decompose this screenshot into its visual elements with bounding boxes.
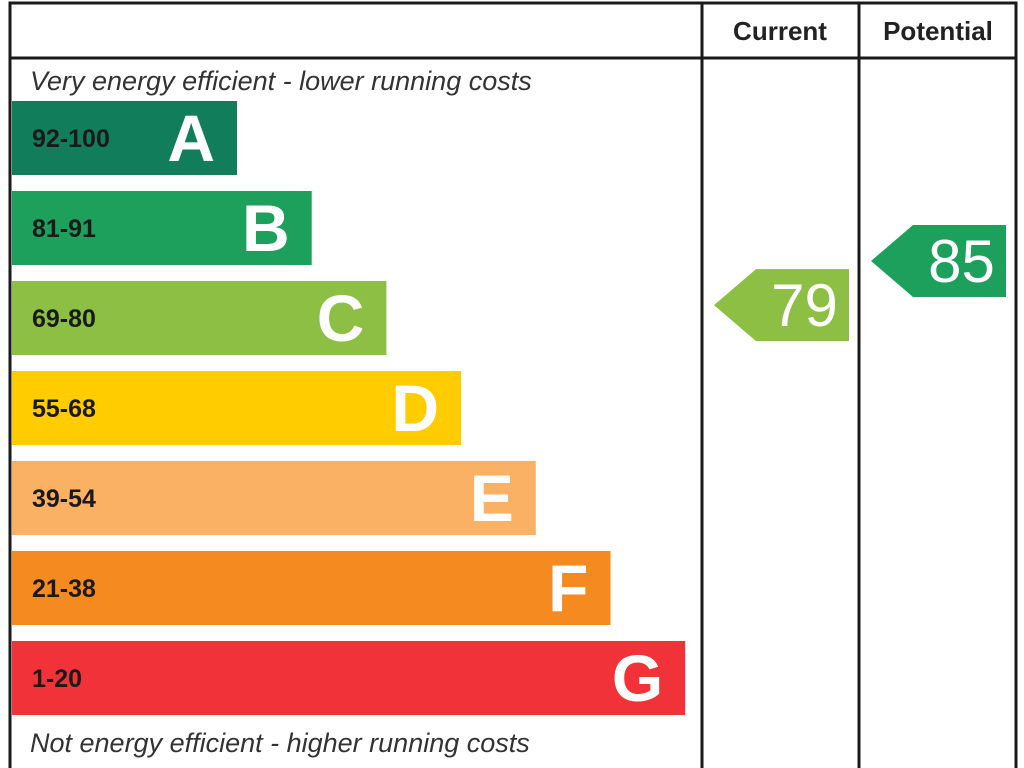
band-c-letter: C: [317, 281, 365, 355]
band-f-range: 21-38: [32, 575, 96, 603]
potential-column-header: Potential: [883, 16, 993, 46]
band-d-bar: [12, 371, 462, 445]
band-b-range: 81-91: [32, 215, 96, 243]
band-c-range: 69-80: [32, 305, 96, 333]
current-rating-score: 79: [771, 272, 838, 339]
potential-rating-score: 85: [928, 228, 995, 295]
band-f-letter: F: [548, 551, 588, 625]
band-e-letter: E: [470, 461, 514, 535]
band-d-range: 55-68: [32, 395, 96, 423]
rating-markers: 79 85: [714, 225, 1006, 342]
top-caption: Very energy efficient - lower running co…: [30, 66, 532, 96]
outer-border: [8, 1, 1018, 768]
band-g-letter: G: [612, 641, 663, 715]
band-b-letter: B: [242, 191, 290, 265]
band-c-bar: [12, 281, 387, 355]
band-d-letter: D: [391, 371, 439, 445]
band-e-bar: [12, 461, 536, 535]
rating-bands: 92-100 A 81-91 B 69-80 C 55-68 D 39-54 E 21-38 F 1-2…: [12, 101, 686, 715]
band-e-range: 39-54: [32, 485, 96, 513]
band-b-bar: [12, 191, 312, 265]
potential-rating-arrow: [871, 225, 1006, 297]
band-f-bar: [12, 551, 611, 625]
band-a-bar: [12, 101, 237, 175]
chart-frame: [8, 1, 1018, 768]
bottom-caption: Not energy efficient - higher running co…: [30, 728, 530, 758]
current-column-header: Current: [733, 16, 827, 46]
band-a-letter: A: [167, 101, 215, 175]
band-g-bar: [12, 641, 686, 715]
band-g-range: 1-20: [32, 665, 82, 693]
current-rating-arrow: [714, 269, 849, 342]
band-a-range: 92-100: [32, 125, 110, 153]
